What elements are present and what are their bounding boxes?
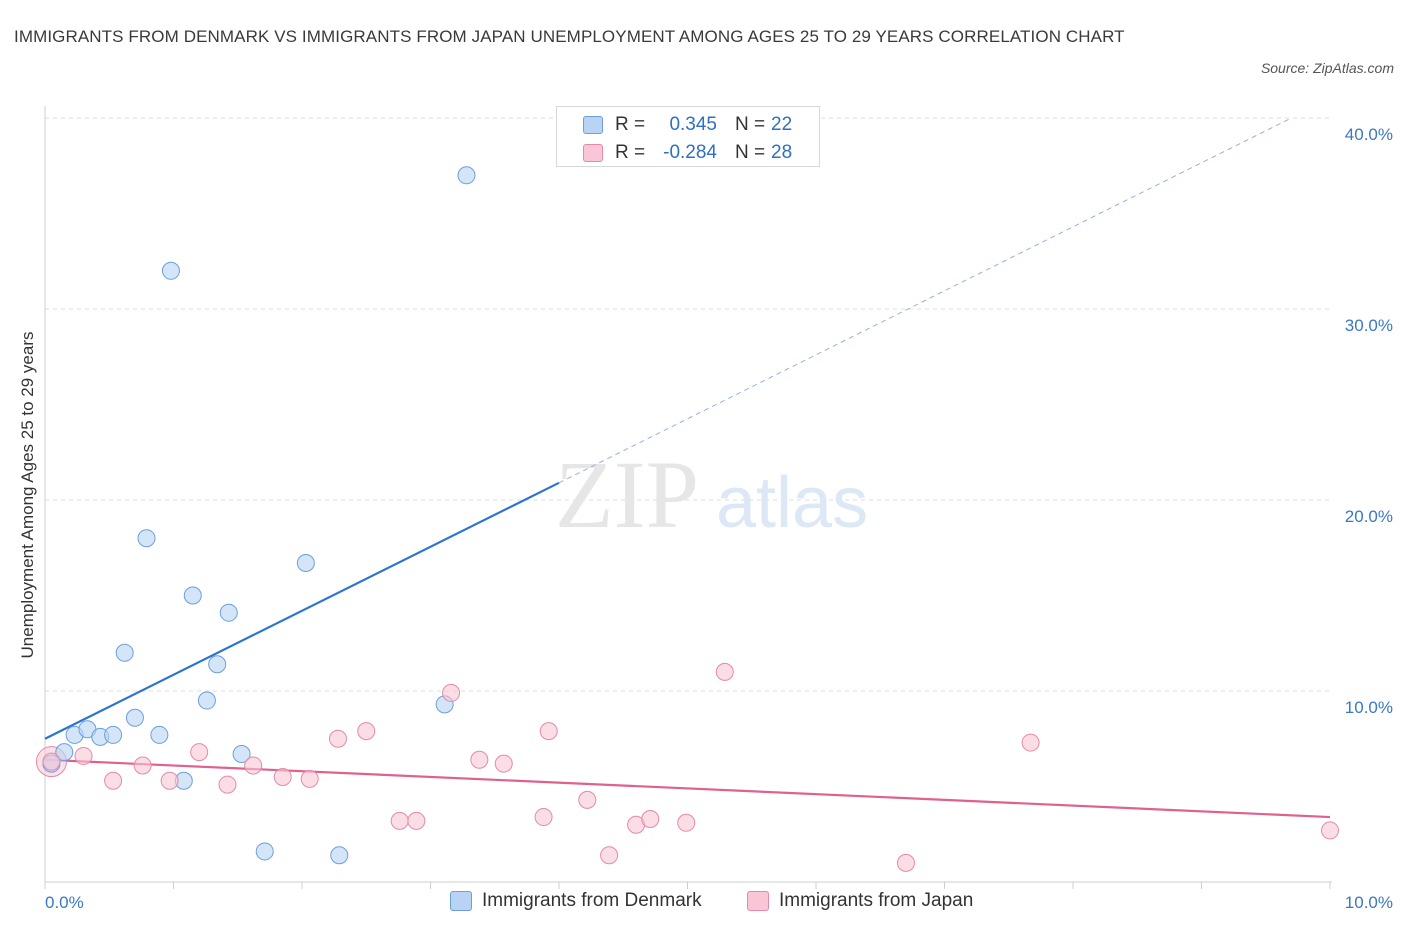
series-label-japan: Immigrants from Japan <box>779 890 974 911</box>
point-denmark <box>197 691 216 710</box>
legend-r-value: 0.345 <box>669 114 717 135</box>
point-denmark <box>115 643 134 662</box>
legend-n-value: 28 <box>771 142 793 163</box>
correlation-legend: R = 0.345 N = 22 R = -0.284 N = 28 <box>556 106 820 167</box>
point-denmark <box>457 166 476 185</box>
point-japan <box>534 808 553 827</box>
trend-line-japan <box>44 758 1331 819</box>
point-denmark <box>296 554 315 573</box>
point-japan <box>328 729 347 748</box>
watermark-atlas: atlas <box>716 463 868 543</box>
point-japan <box>218 775 237 794</box>
point-denmark <box>150 725 169 744</box>
point-japan <box>896 853 915 872</box>
chart-title: IMMIGRANTS FROM DENMARK VS IMMIGRANTS FR… <box>14 27 1125 46</box>
point-denmark <box>208 655 227 674</box>
legend-row-denmark: R = 0.345 N = 22 <box>557 112 819 140</box>
point-japan <box>578 790 597 809</box>
point-japan <box>407 811 426 830</box>
point-denmark <box>183 586 202 605</box>
point-japan <box>190 743 209 762</box>
point-japan <box>641 809 660 828</box>
point-japan <box>470 750 489 769</box>
point-denmark <box>161 261 180 280</box>
point-denmark <box>255 842 274 861</box>
trend-line-denmark-extension <box>558 117 1292 484</box>
point-denmark <box>232 745 251 764</box>
grid-layer <box>45 117 1330 692</box>
series-label-denmark: Immigrants from Denmark <box>482 890 702 911</box>
point-japan <box>104 771 123 790</box>
x-tick-label-min: 0.0% <box>45 893 84 912</box>
trend-line-denmark <box>44 481 560 740</box>
y-tick-label-40: 40.0% <box>1345 125 1393 144</box>
point-japan <box>539 722 558 741</box>
point-japan <box>442 683 461 702</box>
point-japan <box>677 813 696 832</box>
x-tick-label-max: 10.0% <box>1345 893 1393 912</box>
point-japan <box>390 811 409 830</box>
point-japan <box>494 754 513 773</box>
point-japan <box>244 756 263 775</box>
legend-swatch-denmark <box>583 116 603 134</box>
source-label: Source: ZipAtlas.com <box>1260 60 1394 76</box>
point-denmark <box>125 708 144 727</box>
point-japan <box>273 767 292 786</box>
y-tick-label-10: 10.0% <box>1345 698 1393 717</box>
point-denmark <box>104 725 123 744</box>
legend-n-label: N = <box>735 114 766 135</box>
series-swatch-japan <box>747 891 769 911</box>
legend-r-value: -0.284 <box>663 142 717 163</box>
legend-n-label: N = <box>735 142 766 163</box>
legend-n-value: 22 <box>771 114 793 135</box>
point-denmark <box>55 743 74 762</box>
watermark: ZIP atlas <box>555 441 868 548</box>
point-japan <box>600 846 619 865</box>
point-japan <box>42 752 61 771</box>
point-japan <box>74 746 93 765</box>
labels-layer: Unemployment Among Ages 25 to 29 years 0… <box>18 125 1393 912</box>
point-denmark <box>219 603 238 622</box>
points-layer <box>35 166 1339 872</box>
point-japan <box>160 771 179 790</box>
watermark-zip: ZIP <box>555 441 699 548</box>
series-swatch-denmark <box>450 891 472 911</box>
legend-row-japan: R = -0.284 N = 28 <box>557 140 819 168</box>
point-denmark <box>137 529 156 548</box>
point-japan <box>357 722 376 741</box>
point-japan <box>1321 821 1339 840</box>
point-japan <box>300 769 319 788</box>
point-japan <box>1021 733 1040 752</box>
point-denmark <box>330 846 349 865</box>
point-japan <box>715 662 734 681</box>
legend-r-label: R = <box>615 142 646 163</box>
y-tick-label-30: 30.0% <box>1345 316 1393 335</box>
y-tick-label-20: 20.0% <box>1345 507 1393 526</box>
legend-r-label: R = <box>615 114 646 135</box>
legend-swatch-japan <box>583 144 603 162</box>
point-japan <box>133 756 152 775</box>
y-axis-label: Unemployment Among Ages 25 to 29 years <box>18 332 37 659</box>
